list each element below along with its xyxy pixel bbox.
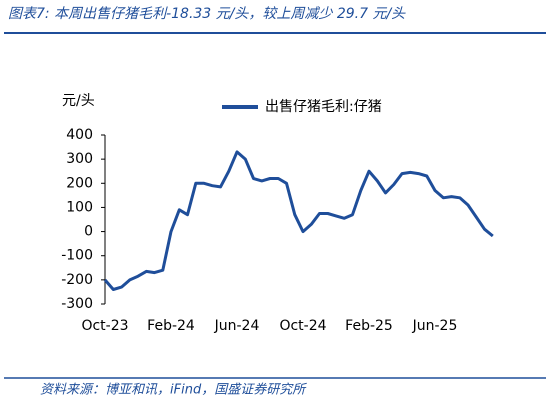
chart-title: 图表7: 本周出售仔猪毛利-18.33 元/头，较上周减少 29.7 元/头	[8, 6, 406, 22]
series-line	[103, 150, 494, 291]
x-tick-label: Oct-24	[279, 318, 326, 334]
y-tick-label: 100	[66, 199, 93, 215]
y-tick-label: 0	[84, 224, 93, 240]
legend-label: 出售仔猪毛利:仔猪	[265, 99, 382, 115]
x-tick-label: Jun-24	[214, 318, 260, 334]
y-tick-label: -200	[61, 272, 93, 288]
x-tick-label: Jun-25	[412, 318, 458, 334]
y-tick-label: -100	[61, 248, 93, 264]
x-tick-label: Oct-23	[81, 318, 128, 334]
y-tick-label: 300	[66, 151, 93, 167]
y-tick-label: -300	[61, 296, 93, 312]
y-axis-unit: 元/头	[62, 93, 95, 109]
x-tick-label: Feb-25	[345, 318, 393, 334]
y-tick-label: 400	[66, 127, 93, 143]
y-tick-label: 200	[66, 175, 93, 191]
source-note: 资料来源：博亚和讯，iFind，国盛证券研究所	[40, 382, 307, 398]
x-tick-label: Feb-24	[147, 318, 195, 334]
